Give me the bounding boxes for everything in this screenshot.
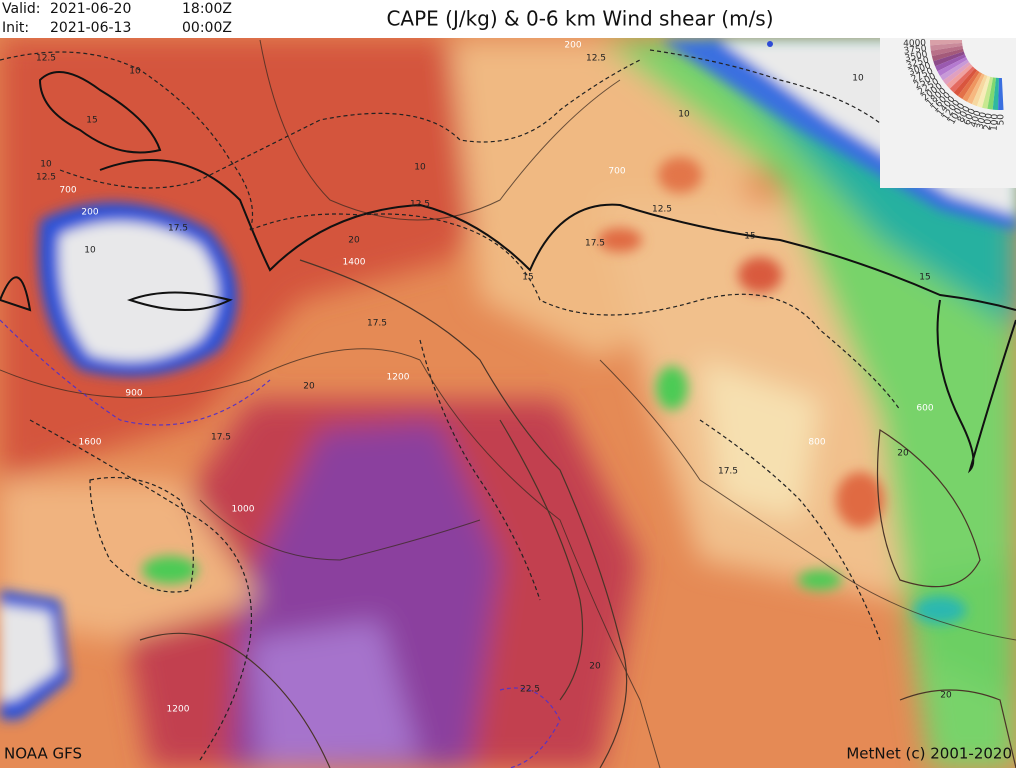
legend-label: 4000: [903, 38, 927, 49]
legend-wedge: [946, 64, 973, 89]
legend-wedge: [935, 54, 966, 72]
contour-label: 15: [919, 273, 930, 283]
contour-label: 900: [125, 389, 142, 399]
contour-label: 10: [414, 163, 426, 173]
init-date: 2021-06-13: [50, 20, 131, 36]
legend-wedge: [930, 42, 963, 51]
contour-label: 10: [852, 74, 864, 84]
contour-label: 12.5: [410, 200, 430, 210]
contour-label: 17.5: [585, 239, 605, 249]
contour-label: 15: [522, 273, 533, 283]
contour-label: 10: [84, 246, 96, 256]
contour-label: 17.5: [211, 433, 231, 443]
contour-label: 12.5: [36, 173, 56, 183]
contour-label: 600: [916, 404, 933, 414]
legend-wedge: [992, 77, 999, 110]
contour-labels: 12.5 10 15 10 12.5 700 200 10 17.5 1400 …: [36, 41, 952, 715]
init-time: 00:00Z: [182, 20, 232, 36]
legend-wedge: [976, 75, 991, 108]
legend-label: 400: [969, 109, 984, 129]
shear-contours-purple: [0, 319, 561, 768]
contour-label: 20: [589, 662, 601, 672]
shear-contours-dashed: [0, 49, 901, 761]
valid-date: 2021-06-20: [50, 1, 131, 17]
contour-label: 17.5: [367, 319, 387, 329]
legend-wedge: [953, 68, 978, 96]
contour-label: 22.5: [520, 685, 540, 695]
contour-label: 12.5: [586, 54, 606, 64]
legend-label: 100: [990, 113, 1001, 131]
legend: 4000375035003250300027502500225020001800…: [880, 38, 1016, 188]
legend-wedge: [971, 74, 988, 107]
contour-label: 12.5: [652, 205, 672, 215]
legend-wedge: [949, 66, 975, 93]
contour-label: 17.5: [718, 467, 738, 477]
valid-label: Valid:: [2, 1, 40, 17]
legend-label: 200: [983, 112, 995, 131]
shear-contours-brown: [139, 259, 1016, 768]
contour-label: 12.5: [36, 54, 56, 64]
legend-label: 50: [996, 114, 1006, 126]
init-label: Init:: [2, 20, 29, 36]
legend-wedge: [942, 62, 971, 85]
contour-label: 10: [129, 67, 141, 77]
map-title: CAPE (J/kg) & 0-6 km Wind shear (m/s): [386, 7, 773, 31]
contour-label: 10: [678, 110, 690, 120]
contour-label: 15: [86, 116, 97, 126]
contour-label: 800: [808, 438, 825, 448]
contour-label: 1000: [232, 505, 255, 515]
contour-label: 1200: [167, 705, 190, 715]
contour-label: 20: [303, 382, 315, 392]
contour-label: 15: [744, 232, 755, 242]
contour-label: 20: [940, 691, 952, 701]
legend-label: 3750: [903, 44, 927, 57]
contour-label: 17.5: [168, 224, 188, 234]
legend-wedge: [931, 48, 964, 62]
contour-label: 20: [897, 449, 909, 459]
contour-label: 1200: [387, 373, 410, 383]
legend-wedge: [929, 40, 963, 46]
contour-label: 1600: [79, 438, 102, 448]
legend-wedge: [937, 57, 968, 76]
contour-label: 10: [40, 160, 52, 170]
legend-label: 3500: [904, 50, 929, 64]
contour-label: 700: [608, 167, 625, 177]
contour-label: 1400: [343, 258, 366, 268]
legend-label: 300: [976, 111, 990, 130]
legend-wedge: [962, 72, 983, 102]
borders: [0, 39, 1016, 768]
contour-label: 20: [348, 236, 360, 246]
valid-time: 18:00Z: [182, 1, 232, 17]
legend-wedge: [930, 45, 963, 57]
legend-wedge: [982, 76, 994, 109]
source-label: NOAA GFS: [4, 745, 82, 763]
contour-label: 200: [564, 41, 581, 51]
legend-wedge: [987, 77, 996, 110]
legend-wedge: [933, 51, 965, 67]
legend-wedge: [957, 70, 980, 99]
legend-wedge: [967, 73, 985, 105]
legend-wedge: [940, 59, 969, 81]
contour-label: 700: [59, 186, 76, 196]
legend-wedge: [998, 78, 1004, 111]
contour-label: 200: [81, 208, 98, 218]
credit-label: MetNet (c) 2001-2020: [846, 745, 1012, 763]
map-field: [0, 38, 1016, 768]
header: Valid: 2021-06-20 18:00Z Init: 2021-06-1…: [0, 0, 1016, 38]
